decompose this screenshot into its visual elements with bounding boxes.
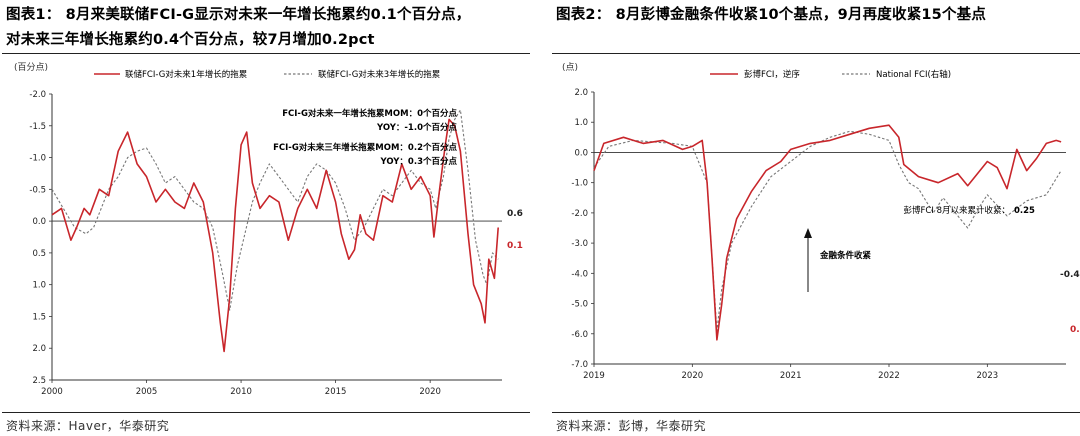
x-tick-label: 2023 — [977, 371, 999, 381]
title-line-1: 图表1： 8月来美联储FCI-G显示对未来一年增长拖累约0.1个百分点， — [6, 7, 471, 23]
y-tick-label: 2.0 — [574, 88, 588, 98]
legend: 联储FCI-G对未来1年增长的拖累 联储FCI-G对未来3年增长的拖累 — [94, 69, 440, 80]
arrow-head — [804, 228, 812, 238]
y-tick-label: -1.5 — [29, 122, 46, 132]
arrow-label: 金融条件收紧 — [819, 250, 872, 261]
x-tick-label: 2021 — [780, 371, 802, 381]
y-tick-label: 0.5 — [32, 249, 46, 259]
title-line-2: 对未来三年增长拖累约0.4个百分点，较7月增加0.2pct — [6, 32, 375, 48]
fci-g-chart: (百分点) 联储FCI-G对未来1年增长的拖累 联储FCI-G对未来3年增长的拖… — [14, 62, 523, 397]
source-note-right: 资料来源：彭博，华泰研究 — [556, 419, 707, 433]
y-tick-label: -6.0 — [571, 330, 588, 340]
title-divider — [2, 53, 530, 54]
annotation-three-year-mom: FCI-G对未来三年增长拖累MOM：0.2个百分点 — [273, 142, 457, 153]
annotation-cumulative-value: 0.25 — [1014, 206, 1035, 216]
y-tick-label: -0.5 — [29, 185, 46, 195]
x-tick-label: 2010 — [230, 387, 252, 397]
y-tick-label: -4.0 — [571, 269, 588, 279]
chart-panel-left: 图表1： 8月来美联储FCI-G显示对未来一年增长拖累约0.1个百分点， 对未来… — [2, 0, 530, 436]
x-tick-label: 2022 — [878, 371, 900, 381]
chart-title-left: 图表1： 8月来美联储FCI-G显示对未来一年增长拖累约0.1个百分点， 对未来… — [6, 3, 526, 53]
y-tick-label: 0.0 — [574, 148, 588, 158]
y-tick-label: -1.0 — [29, 154, 46, 164]
tightening-arrow — [804, 228, 812, 292]
y-tick-label: 2.0 — [32, 344, 46, 354]
y-tick-label: 1.0 — [574, 118, 588, 128]
series-line-solid — [593, 124, 1062, 341]
y-tick-label: 1.0 — [32, 281, 46, 291]
end-label-bloomberg: 0.3 — [1070, 325, 1080, 335]
y-tick-label: -2.0 — [571, 209, 588, 219]
legend-label-1y: 联储FCI-G对未来1年增长的拖累 — [125, 69, 247, 80]
series-line-dashed — [593, 130, 1062, 332]
chart-panel-right: 图表2： 8月彭博金融条件收紧10个基点，9月再度收紧15个基点 (点) 彭博F… — [552, 0, 1080, 436]
x-tick-label: 2015 — [325, 387, 347, 397]
annotation-three-year-yoy: YOY：0.3个百分点 — [380, 156, 458, 167]
y-tick-label: -3.0 — [571, 239, 588, 249]
bottom-divider — [2, 412, 530, 413]
bottom-divider — [552, 412, 1080, 413]
annotation-one-year-yoy: YOY：-1.0个百分点 — [376, 122, 458, 133]
chart-title-right: 图表2： 8月彭博金融条件收紧10个基点，9月再度收紧15个基点 — [556, 3, 1076, 28]
y-tick-label: 1.5 — [32, 312, 46, 322]
legend-label-national: National FCI(右轴) — [876, 69, 951, 80]
x-tick-label: 2020 — [682, 371, 704, 381]
title-line-1: 图表2： 8月彭博金融条件收紧10个基点，9月再度收紧15个基点 — [556, 7, 987, 23]
end-label-one-year: 0.1 — [507, 241, 523, 251]
annotation-one-year-mom: FCI-G对未来一年增长拖累MOM：0个百分点 — [282, 108, 457, 119]
y-tick-label: 2.5 — [32, 376, 46, 386]
legend-label-bloomberg: 彭博FCI，逆序 — [744, 69, 800, 80]
y-tick-label: -7.0 — [571, 360, 588, 370]
y-tick-label: -2.0 — [29, 90, 46, 100]
x-tick-label: 2019 — [583, 371, 605, 381]
series-line-solid — [51, 118, 499, 353]
x-tick-label: 2020 — [419, 387, 441, 397]
y-tick-label: 0.0 — [32, 217, 46, 227]
source-note-left: 资料来源：Haver，华泰研究 — [6, 419, 170, 433]
bloomberg-fci-chart: (点) 彭博FCI，逆序 National FCI(右轴) -7.0 -6.0 -5… — [562, 62, 1080, 381]
y-unit-label: (百分点) — [14, 62, 48, 73]
annotation-cumulative: 彭博FCI 8月以来累计收紧： — [904, 205, 1010, 216]
y-unit-label: (点) — [562, 62, 578, 73]
end-label-national: -0.4 — [1060, 270, 1080, 280]
x-tick-label: 2005 — [136, 387, 158, 397]
end-label-three-year: 0.6 — [507, 209, 523, 219]
title-divider — [552, 53, 1080, 54]
y-tick-label: -5.0 — [571, 300, 588, 310]
legend-label-3y: 联储FCI-G对未来3年增长的拖累 — [318, 69, 440, 80]
legend: 彭博FCI，逆序 National FCI(右轴) — [710, 69, 951, 80]
y-tick-label: -1.0 — [571, 179, 588, 189]
x-tick-label: 2000 — [41, 387, 63, 397]
